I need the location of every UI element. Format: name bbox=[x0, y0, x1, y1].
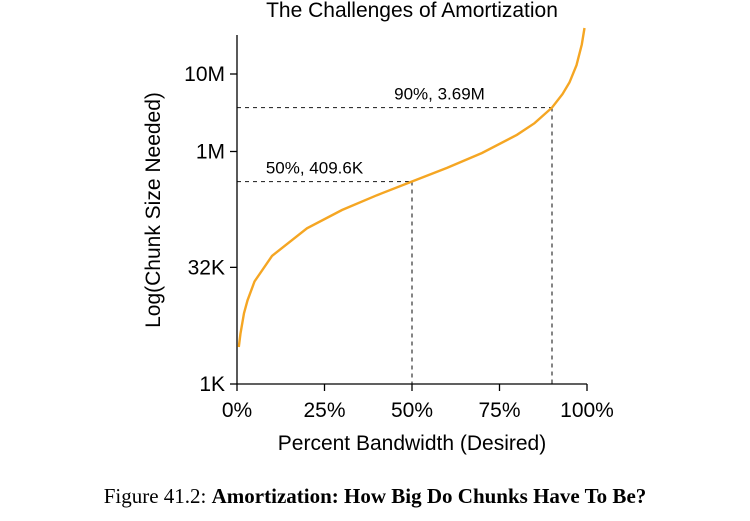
caption-prefix: Figure 41.2: bbox=[103, 484, 207, 508]
ticks: 0% 25% 50% 75% 100% 1K 32K 1M 10M bbox=[184, 63, 614, 422]
x-tick-label: 100% bbox=[560, 399, 614, 422]
annotation-label: 50%, 409.6K bbox=[266, 159, 364, 178]
y-axis-label: Log(Chunk Size Needed) bbox=[142, 92, 165, 328]
x-tick-label: 0% bbox=[222, 399, 252, 422]
x-tick-label: 25% bbox=[303, 399, 345, 422]
y-tick-label: 1M bbox=[196, 141, 225, 164]
y-tick-label: 1K bbox=[199, 373, 225, 396]
chart-title: The Challenges of Amortization bbox=[266, 0, 558, 22]
series-line bbox=[237, 27, 586, 348]
annotation-label: 90%, 3.69M bbox=[394, 85, 485, 104]
y-tick-label: 32K bbox=[188, 256, 225, 279]
caption-title: Amortization: How Big Do Chunks Have To … bbox=[211, 484, 647, 508]
x-axis-label: Percent Bandwidth (Desired) bbox=[278, 432, 546, 455]
y-tick-label: 10M bbox=[184, 63, 225, 86]
x-tick-label: 50% bbox=[391, 399, 433, 422]
guide-lines bbox=[237, 106, 553, 384]
annotations: 90%, 3.69M 50%, 409.6K bbox=[266, 85, 485, 178]
x-tick-label: 75% bbox=[478, 399, 520, 422]
chart-svg: The Challenges of Amortization Log(Chunk… bbox=[142, 0, 614, 455]
figure-caption: Figure 41.2: Amortization: How Big Do Ch… bbox=[0, 484, 750, 509]
